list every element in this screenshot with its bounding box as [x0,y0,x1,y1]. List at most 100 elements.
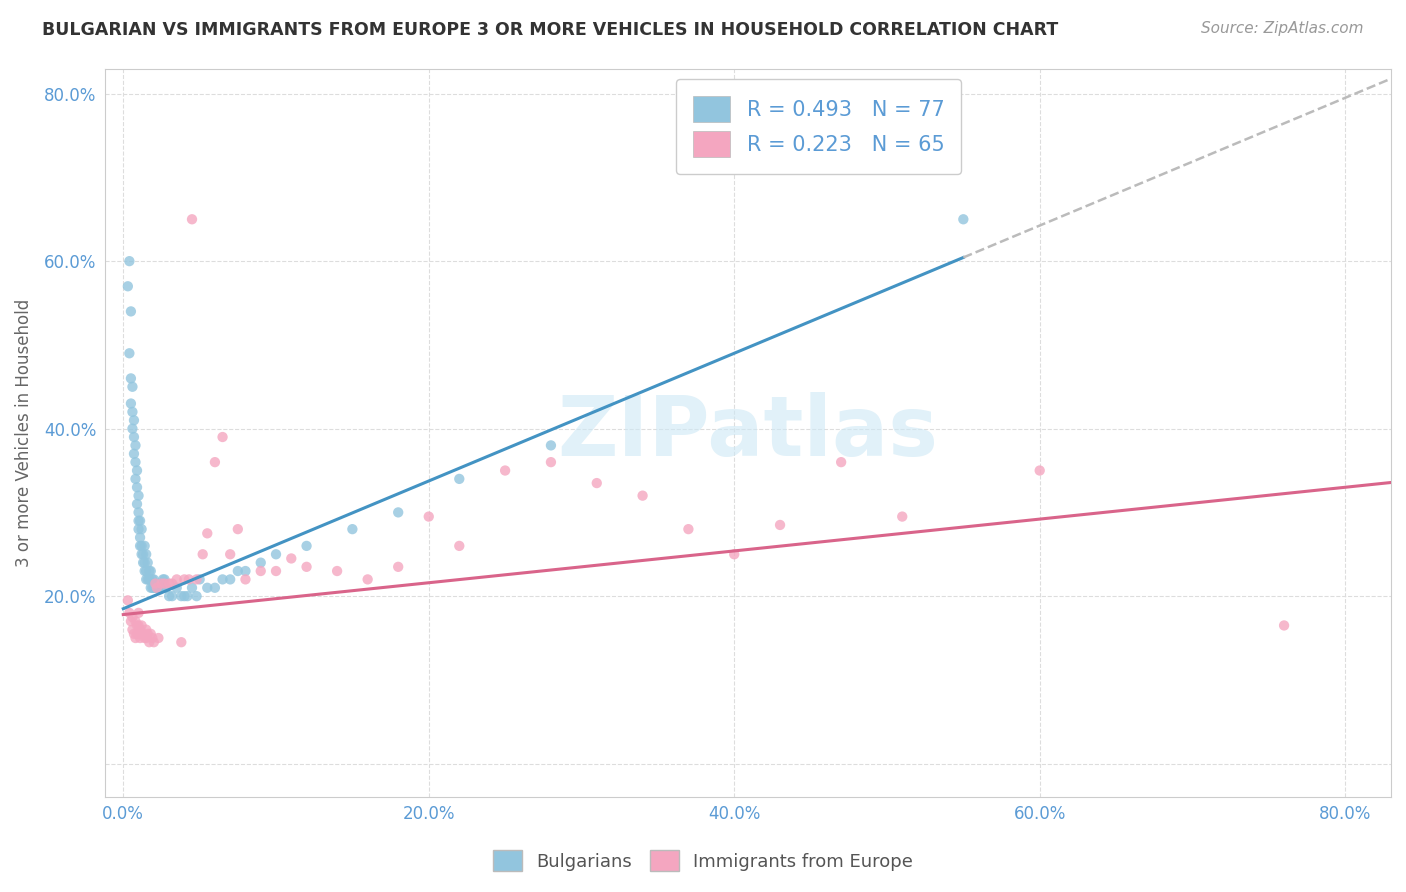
Point [121,422,143,436]
Y-axis label: 3 or more Vehicles in Household: 3 or more Vehicles in Household [15,299,32,567]
Point [226,522,249,536]
Point [891,509,914,524]
Point [195,581,218,595]
Point [117,279,139,293]
Point [124,455,146,469]
Point [295,539,318,553]
Point [121,623,143,637]
Point [135,573,157,587]
Point [173,573,195,587]
Point [120,371,142,385]
Point [204,581,226,595]
Point [540,438,562,452]
Point [235,573,257,587]
Point [181,581,204,595]
Point [136,627,159,641]
Point [135,623,157,637]
Point [128,606,150,620]
Point [146,581,169,595]
Point [132,556,155,570]
Point [118,346,141,360]
Point [280,551,302,566]
Point [128,618,150,632]
Point [118,606,141,620]
Point [122,447,145,461]
Point [125,497,148,511]
Point [356,573,378,587]
Point [122,627,145,641]
Point [211,573,233,587]
Point [226,564,249,578]
Point [125,627,148,641]
Point [160,589,183,603]
Point [678,522,700,536]
Point [585,476,607,491]
Point [219,573,242,587]
Point [204,455,226,469]
Point [153,576,176,591]
Point [155,581,177,595]
Point [142,635,165,649]
Point [141,581,163,595]
Point [148,631,170,645]
Point [132,627,155,641]
Point [122,413,145,427]
Point [176,589,198,603]
Point [153,573,176,587]
Point [769,518,792,533]
Point [264,547,287,561]
Point [170,589,193,603]
Point [952,212,974,227]
Point [141,631,163,645]
Point [134,631,156,645]
Point [326,564,349,578]
Point [135,631,157,645]
Point [125,480,148,494]
Point [120,396,142,410]
Point [188,573,211,587]
Point [128,489,150,503]
Point [631,489,654,503]
Point [186,573,208,587]
Point [449,472,471,486]
Point [146,581,169,595]
Point [131,539,153,553]
Point [131,627,153,641]
Point [177,573,200,587]
Point [166,573,188,587]
Legend: Bulgarians, Immigrants from Europe: Bulgarians, Immigrants from Europe [485,843,921,879]
Point [148,581,170,595]
Point [160,576,183,591]
Point [494,463,516,477]
Point [295,559,318,574]
Point [121,610,143,624]
Point [195,526,218,541]
Point [120,304,142,318]
Point [173,589,195,603]
Point [138,573,160,587]
Point [129,623,152,637]
Point [141,573,163,587]
Point [387,505,409,519]
Point [418,509,440,524]
Point [129,514,152,528]
Point [170,635,193,649]
Point [131,547,153,561]
Legend: R = 0.493   N = 77, R = 0.223   N = 65: R = 0.493 N = 77, R = 0.223 N = 65 [676,78,962,174]
Point [136,556,159,570]
Point [264,564,287,578]
Point [186,589,208,603]
Point [118,254,141,268]
Point [181,212,204,227]
Point [166,581,188,595]
Point [132,547,155,561]
Point [136,573,159,587]
Point [131,522,153,536]
Point [219,547,242,561]
Point [149,581,172,595]
Point [124,614,146,628]
Point [121,405,143,419]
Point [1028,463,1050,477]
Point [723,547,745,561]
Point [129,539,152,553]
